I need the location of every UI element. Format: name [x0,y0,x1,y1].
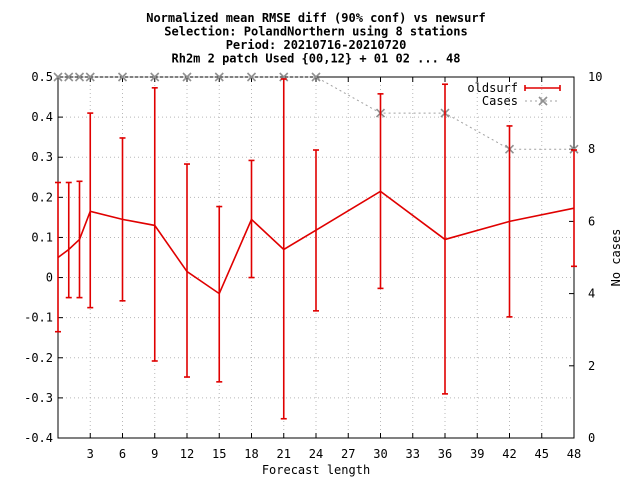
y-tick-label: -0.4 [24,431,53,445]
x-axis-label: Forecast length [262,463,370,477]
y-tick-label: -0.3 [24,391,53,405]
x-tick-label: 3 [87,447,94,461]
y-tick-label: 0.4 [31,110,53,124]
legend-label-cases: Cases [482,94,518,108]
legend-label-oldsurf: oldsurf [467,81,518,95]
x-tick-label: 12 [180,447,194,461]
y2-tick-label: 2 [588,359,595,373]
y-tick-label: 0.2 [31,190,53,204]
chart-title-line: Normalized mean RMSE diff (90% conf) vs … [146,11,486,25]
x-tick-label: 30 [373,447,387,461]
cases-point [214,72,224,82]
cases-point [64,72,74,82]
y2-axis-label: No cases [609,229,623,287]
x-tick-label: 6 [119,447,126,461]
cases-point [74,72,85,82]
cases-point [182,72,192,82]
y-tick-label: -0.2 [24,351,53,365]
x-tick-label: 45 [535,447,549,461]
cases-point [85,72,95,82]
y2-tick-label: 4 [588,287,595,301]
x-tick-label: 18 [244,447,258,461]
y-tick-label: 0.5 [31,70,53,84]
cases-point [117,72,128,82]
y-tick-label: -0.1 [24,311,53,325]
chart-title-line: Period: 20210716-20210720 [226,38,407,52]
chart-title-line: Rh2m 2 patch Used {00,12} + 01 02 ... 48 [172,52,461,66]
y2-tick-label: 0 [588,431,595,445]
cases-point [53,72,63,82]
x-tick-label: 42 [502,447,516,461]
x-tick-label: 27 [341,447,355,461]
cases-point [311,72,321,82]
x-tick-label: 48 [567,447,581,461]
y2-tick-label: 8 [588,142,595,156]
y-tick-label: 0.3 [31,150,53,164]
legend-marker-cases [538,96,548,106]
cases-point [246,72,257,82]
y-tick-label: 0.1 [31,230,53,244]
y2-tick-label: 10 [588,70,602,84]
x-tick-label: 24 [309,447,323,461]
x-tick-label: 9 [151,447,158,461]
chart-title-line: Selection: PolandNorthern using 8 statio… [164,25,467,39]
y-tick-label: 0 [46,271,53,285]
x-tick-label: 15 [212,447,226,461]
y2-tick-label: 6 [588,214,595,228]
x-tick-label: 39 [470,447,484,461]
x-tick-label: 36 [438,447,452,461]
cases-point [150,72,160,82]
x-tick-label: 33 [406,447,420,461]
cases-point [569,144,579,154]
x-tick-label: 21 [277,447,291,461]
